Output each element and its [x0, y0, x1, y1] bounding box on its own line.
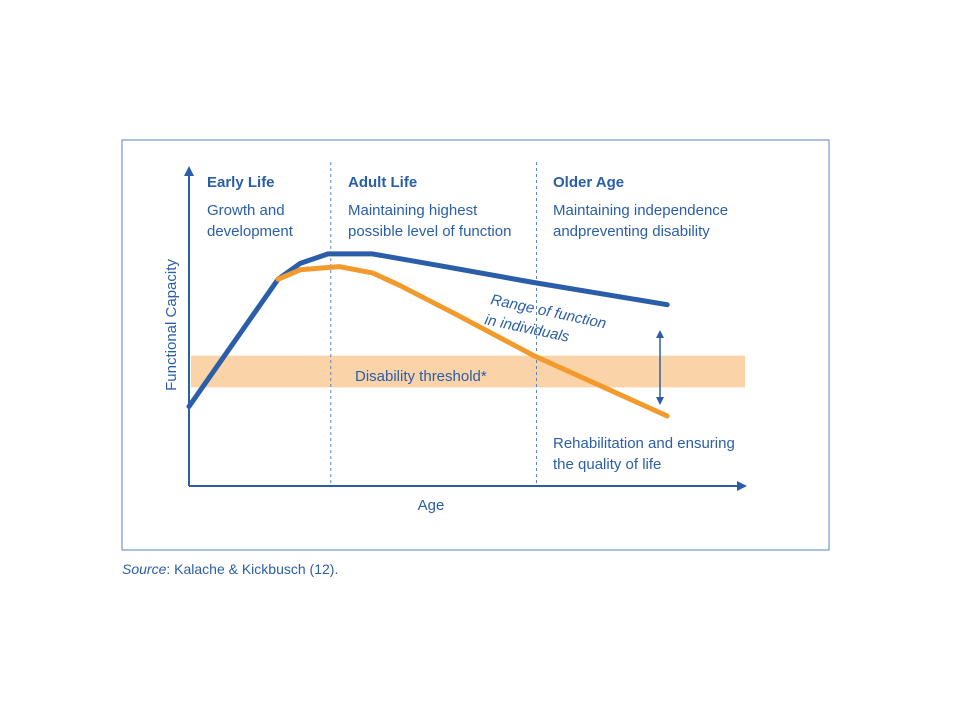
y-axis-arrow	[184, 166, 194, 176]
x-axis-arrow	[737, 481, 747, 491]
source-text: : Kalache & Kickbusch (12).	[166, 561, 339, 577]
source-label: Source	[122, 561, 167, 577]
disability-threshold-label: Disability threshold*	[355, 368, 487, 385]
phase-title-3: Older Age	[553, 174, 624, 191]
range-arrow-head-bottom	[656, 397, 664, 405]
rehab-label-line-2: the quality of life	[553, 456, 661, 473]
phase-desc-2-line-2: possible level of function	[348, 223, 511, 240]
phase-desc-3-line-2: andpreventing disability	[553, 223, 710, 240]
range-arrow-head-top	[656, 330, 664, 338]
phase-desc-1-line-1: Growth and	[207, 202, 285, 219]
rehab-label-line-1: Rehabilitation and ensuring	[553, 435, 735, 452]
phase-desc-3-line-1: Maintaining independence	[553, 202, 728, 219]
phase-title-2: Adult Life	[348, 174, 417, 191]
functional-capacity-lower-line	[275, 264, 670, 419]
y-axis-label: Functional Capacity	[163, 259, 180, 391]
chart-frame	[121, 139, 830, 551]
disability-threshold-band	[191, 355, 745, 388]
phase-desc-2-line-1: Maintaining highest	[348, 202, 478, 219]
x-axis-label: Age	[418, 497, 445, 514]
phase-desc-1-line-2: development	[207, 223, 294, 240]
phase-title-1: Early Life	[207, 174, 275, 191]
source-caption: Source: Kalache & Kickbusch (12).	[122, 561, 338, 577]
